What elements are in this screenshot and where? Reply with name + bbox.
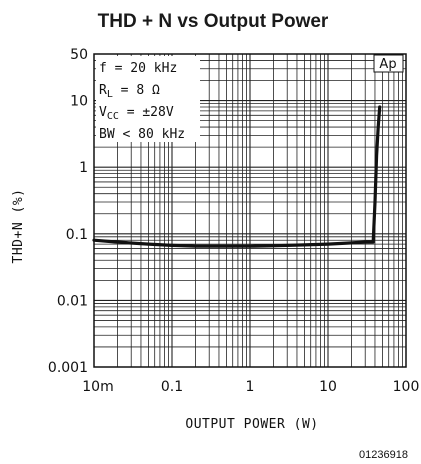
x-tick-labels: 10m 0.1 1 10 100	[82, 379, 419, 395]
x-tick-label: 0.1	[161, 379, 183, 395]
cond-rl-sub: L	[107, 89, 113, 100]
thd-curve	[92, 105, 382, 248]
cond-rl-main: R	[99, 83, 107, 98]
y-axis-label: THD+N (%)	[11, 189, 26, 264]
conditions-box-bg	[96, 56, 200, 142]
series-layer	[92, 105, 382, 248]
y-tick-label: 50	[70, 47, 88, 63]
plot-frame	[93, 53, 407, 368]
y-tick-labels: 0.001 0.01 0.1 1 10 50	[48, 47, 88, 376]
cond-vcc-val: = ±28V	[119, 105, 174, 120]
cond-vcc: VCC = ±28V	[99, 105, 174, 122]
y-tick-label: 10	[70, 94, 88, 110]
chart-title: THD + N vs Output Power	[98, 11, 329, 32]
x-axis-label: OUTPUT POWER (W)	[185, 417, 318, 432]
y-tick-label: 1	[79, 160, 88, 176]
x-tick-label: 100	[393, 379, 420, 395]
x-tick-label: 10m	[82, 379, 113, 395]
ap-badge-label: Ap	[379, 57, 396, 72]
x-tick-label: 10	[319, 379, 337, 395]
conditions-box: f = 20 kHz RL = 8 Ω VCC = ±28V BW < 80 k…	[96, 56, 200, 142]
cond-bw: BW < 80 kHz	[99, 127, 185, 142]
ap-badge-bg	[373, 54, 404, 73]
cond-vcc-main: V	[99, 105, 107, 120]
ap-badge: Ap	[373, 54, 404, 73]
cond-rl-val: = 8 Ω	[113, 83, 160, 98]
cond-rl: RL = 8 Ω	[99, 83, 160, 100]
x-tick-label: 1	[246, 379, 255, 395]
y-tick-label: 0.01	[57, 293, 88, 309]
cond-vcc-sub: CC	[107, 111, 119, 122]
figure-id: 01236918	[359, 449, 408, 461]
y-tick-label: 0.1	[66, 227, 88, 243]
cond-freq: f = 20 kHz	[99, 61, 177, 76]
y-tick-label: 0.001	[48, 360, 88, 376]
